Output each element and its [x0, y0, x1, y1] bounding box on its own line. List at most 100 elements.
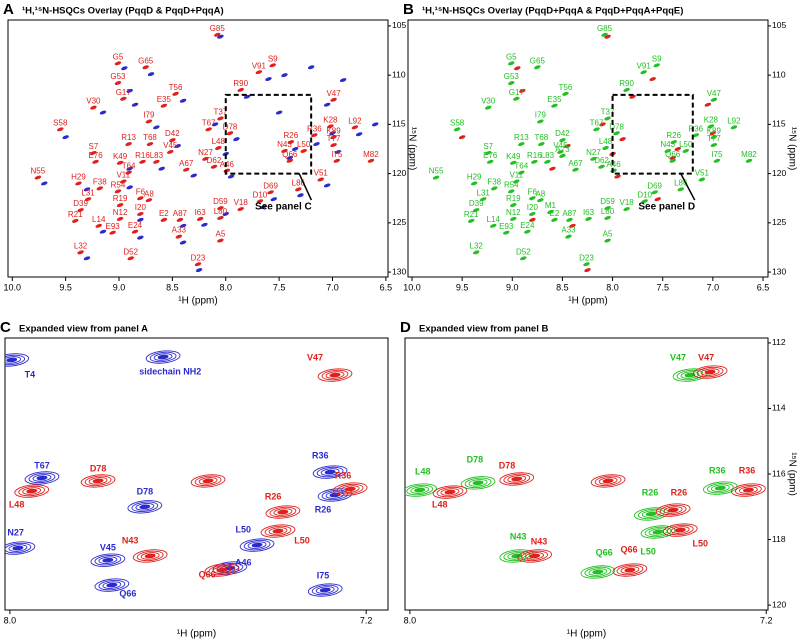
peak-label: V45 — [100, 542, 116, 552]
peak-label: H29 — [467, 173, 482, 182]
peak-label: S7 — [88, 142, 98, 151]
peak-contour — [325, 371, 345, 379]
peak — [323, 102, 331, 107]
peak-label: I79 — [143, 111, 155, 120]
peak-label: L32 — [470, 241, 484, 250]
peak — [222, 151, 230, 156]
peak — [90, 105, 97, 110]
peak-label: G17 — [116, 88, 132, 97]
peak-contour — [98, 556, 118, 564]
peak-contour — [704, 369, 716, 375]
peak-label: Q66 — [119, 588, 136, 598]
peak-contour — [321, 369, 349, 381]
x-tick-label: 7.0 — [326, 282, 339, 292]
x-tick-label: 10.0 — [403, 282, 421, 292]
peak-label: L48 — [212, 137, 226, 146]
peak-contour — [316, 466, 344, 478]
peak-label: T67 — [202, 118, 216, 127]
peak-contour — [307, 583, 343, 597]
peak-label: D23 — [191, 253, 206, 262]
peak-contour — [139, 504, 151, 510]
peak — [195, 268, 203, 273]
peak-contour — [503, 550, 531, 562]
peak-contour — [525, 552, 545, 560]
peak-contour — [584, 566, 612, 578]
peak — [569, 223, 576, 228]
peak — [531, 159, 538, 164]
peak — [137, 235, 144, 240]
peak-contour — [592, 569, 604, 575]
peak-contour — [320, 468, 340, 476]
peak-label: V47 — [707, 89, 722, 98]
y-tick-label: 120 — [772, 168, 786, 178]
x-tick-label: 10.0 — [4, 282, 22, 292]
peak-label: N43 — [510, 531, 527, 541]
x-tick-label: 9.0 — [506, 282, 519, 292]
x-tick-label: 8.0 — [219, 282, 232, 292]
peak-label: Q66 — [199, 569, 216, 579]
peak-label: N55 — [429, 167, 444, 176]
peak-contour — [410, 486, 430, 494]
peak-label: E76 — [483, 151, 498, 160]
peak — [513, 96, 520, 101]
peak-label: E2 — [159, 209, 169, 218]
peak — [190, 173, 197, 178]
peak — [707, 124, 715, 129]
peak-label: L32 — [74, 241, 88, 250]
peak-label: V18 — [234, 198, 249, 207]
peak — [217, 116, 224, 121]
peak — [602, 146, 609, 150]
y-axis-label: ¹⁵N (ppm) — [406, 127, 417, 171]
peak — [126, 88, 133, 93]
peak — [651, 190, 658, 195]
peak-contour — [198, 477, 218, 485]
peak-label: G65 — [138, 56, 154, 65]
peak — [153, 125, 160, 130]
peak — [286, 158, 294, 163]
y-axis-label: ¹⁵N (ppm) — [786, 127, 797, 171]
peak-label: L50 — [693, 539, 709, 549]
peak-contour — [88, 477, 108, 485]
peak — [196, 216, 204, 221]
peak-label: G5 — [506, 52, 517, 61]
peak — [62, 135, 69, 140]
peak-contour — [190, 474, 226, 488]
peak-label: A87 — [562, 209, 577, 218]
peak-label: D39 — [73, 199, 88, 208]
peak-contour — [157, 354, 169, 360]
peak-label: V51 — [314, 169, 329, 178]
peak — [145, 119, 153, 124]
peak — [585, 216, 592, 221]
peak-contour — [265, 505, 301, 519]
peak — [205, 127, 212, 132]
peak-contour — [102, 557, 114, 563]
peak — [551, 217, 558, 222]
peak-label: M82 — [363, 150, 379, 159]
peak — [745, 158, 753, 163]
peak-contour — [659, 504, 687, 516]
peak-contour — [269, 506, 297, 518]
x-tick-label: 8.0 — [606, 282, 619, 292]
peak — [604, 206, 611, 211]
peak-contour — [680, 371, 700, 379]
peak-label: V51 — [695, 169, 710, 178]
peak — [510, 160, 517, 165]
peak — [114, 81, 122, 85]
x-tick-label: 8.0 — [404, 615, 417, 625]
peak-label: R54 — [504, 180, 519, 189]
y-tick-label: 110 — [392, 69, 406, 79]
peak-label: A8 — [144, 189, 154, 198]
peak-contour — [624, 567, 636, 573]
peak — [84, 197, 92, 202]
zoom-box — [224, 93, 313, 175]
peak-label: V30 — [481, 97, 496, 106]
y-tick-label: 105 — [392, 20, 406, 30]
peak-contour — [696, 366, 724, 378]
peak — [604, 238, 611, 243]
peak — [669, 158, 676, 163]
peak — [176, 217, 184, 222]
peak-contour — [529, 553, 541, 559]
peak — [34, 175, 42, 180]
y-tick-label: 112 — [772, 337, 786, 347]
